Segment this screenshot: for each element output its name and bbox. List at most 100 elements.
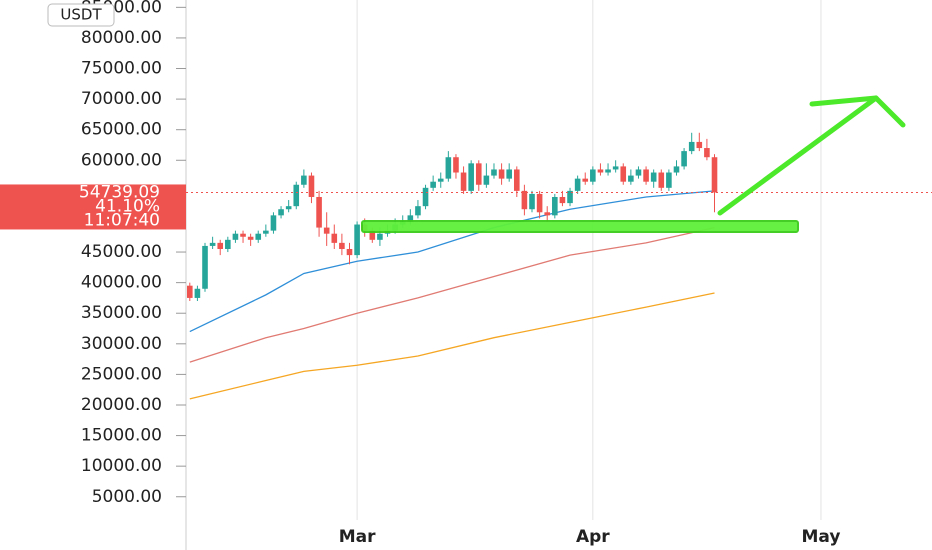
y-tick-label: 70000.00 bbox=[81, 89, 162, 109]
y-tick-label: 65000.00 bbox=[81, 120, 162, 140]
candle-body bbox=[650, 172, 657, 182]
candle-body bbox=[247, 236, 254, 240]
candle-body bbox=[666, 172, 672, 188]
candle-body bbox=[597, 169, 604, 173]
candle-body bbox=[513, 169, 520, 191]
candle-body bbox=[232, 233, 239, 240]
candle-body bbox=[567, 190, 573, 204]
x-tick-label: Apr bbox=[576, 527, 610, 547]
candle-body bbox=[635, 169, 642, 176]
candle-body bbox=[422, 187, 429, 207]
candle-body bbox=[293, 184, 300, 207]
candle-body bbox=[453, 157, 459, 173]
moving-average bbox=[189, 190, 715, 333]
moving-average bbox=[189, 226, 715, 363]
candle-body bbox=[658, 172, 665, 188]
candle-body bbox=[209, 242, 216, 246]
candle-body bbox=[285, 206, 292, 210]
price-label: 54739.09 41.10% 11:07:40 bbox=[0, 182, 186, 230]
candle-body bbox=[263, 230, 269, 234]
forecast-arrow bbox=[717, 95, 906, 216]
y-tick-label: 10000.00 bbox=[81, 456, 162, 476]
candle-body bbox=[270, 215, 277, 231]
candle-body bbox=[559, 196, 566, 204]
candle-body bbox=[407, 215, 414, 222]
candle-body bbox=[468, 163, 474, 191]
y-tick-label: 80000.00 bbox=[81, 28, 162, 48]
candle-body bbox=[681, 151, 687, 167]
candle-body bbox=[316, 196, 322, 228]
candle-body bbox=[430, 181, 436, 188]
y-tick-label: 75000.00 bbox=[81, 59, 162, 79]
candle-body bbox=[377, 233, 383, 240]
arrow-head bbox=[809, 95, 879, 107]
candle-body bbox=[506, 169, 512, 179]
y-tick-label: 60000.00 bbox=[81, 150, 162, 170]
plot bbox=[186, 132, 932, 400]
y-tick-label: 15000.00 bbox=[81, 426, 162, 446]
candle-body bbox=[225, 239, 231, 249]
candle-body bbox=[354, 224, 360, 256]
candle-body bbox=[369, 230, 376, 240]
candle-body bbox=[544, 212, 551, 216]
y-tick-label: 30000.00 bbox=[81, 334, 162, 354]
candle-body bbox=[346, 248, 353, 256]
candle-body bbox=[445, 157, 452, 179]
candle-body bbox=[491, 169, 497, 176]
last-price: 54739.09 bbox=[79, 182, 160, 202]
candle-body bbox=[415, 206, 421, 216]
candle-body bbox=[521, 190, 528, 210]
x-tick-label: May bbox=[801, 527, 840, 547]
candle-body bbox=[574, 178, 581, 191]
candle-body bbox=[437, 178, 444, 182]
axis-labels: 5000.00 10000.00 15000.00 20000.00 25000.00 3… bbox=[81, 0, 841, 547]
candle-body bbox=[475, 163, 482, 185]
y-tick-label: 5000.00 bbox=[92, 487, 162, 507]
grid bbox=[356, 0, 822, 520]
y-tick-label: 35000.00 bbox=[81, 303, 162, 323]
candle-body bbox=[711, 157, 718, 193]
candle-body bbox=[255, 233, 262, 240]
candle-body bbox=[202, 245, 208, 289]
candle-body bbox=[688, 141, 695, 152]
candle-body bbox=[673, 166, 680, 173]
candle-body bbox=[643, 169, 649, 182]
candle-body bbox=[590, 169, 596, 182]
y-tick-label: 25000.00 bbox=[81, 364, 162, 384]
candle-body bbox=[582, 178, 589, 182]
candle-body bbox=[240, 233, 246, 237]
y-tick-label: 45000.00 bbox=[81, 242, 162, 262]
price-label-bg bbox=[0, 184, 186, 230]
candle-body bbox=[194, 288, 201, 298]
candle-body bbox=[217, 242, 224, 249]
change: 41.10% bbox=[95, 196, 160, 216]
currency-badge bbox=[47, 3, 115, 27]
candle-body bbox=[498, 169, 505, 179]
candle-body bbox=[460, 172, 467, 191]
candle-body bbox=[187, 285, 193, 298]
candle-body bbox=[620, 166, 627, 182]
candle-body bbox=[301, 175, 307, 185]
support-zone bbox=[361, 220, 799, 233]
candle-body bbox=[278, 209, 284, 216]
candle-body bbox=[696, 141, 703, 149]
candle-body bbox=[612, 166, 619, 170]
candle-body bbox=[483, 175, 490, 185]
currency: USDT bbox=[60, 6, 102, 24]
y-tick-label: 40000.00 bbox=[81, 273, 162, 293]
candle-body bbox=[339, 242, 345, 249]
moving-average bbox=[189, 292, 715, 400]
x-tick-label: Mar bbox=[339, 527, 376, 547]
y-tick-label: 20000.00 bbox=[81, 395, 162, 415]
candle-body bbox=[552, 196, 558, 216]
candle-body bbox=[308, 175, 315, 197]
candle-body bbox=[331, 233, 338, 243]
countdown: 11:07:40 bbox=[84, 210, 160, 230]
candle-body bbox=[536, 193, 543, 213]
candle-body bbox=[529, 193, 535, 210]
candle-body bbox=[628, 175, 634, 182]
candle-body bbox=[704, 148, 710, 158]
candle-body bbox=[323, 227, 330, 234]
candle-body bbox=[605, 169, 611, 173]
